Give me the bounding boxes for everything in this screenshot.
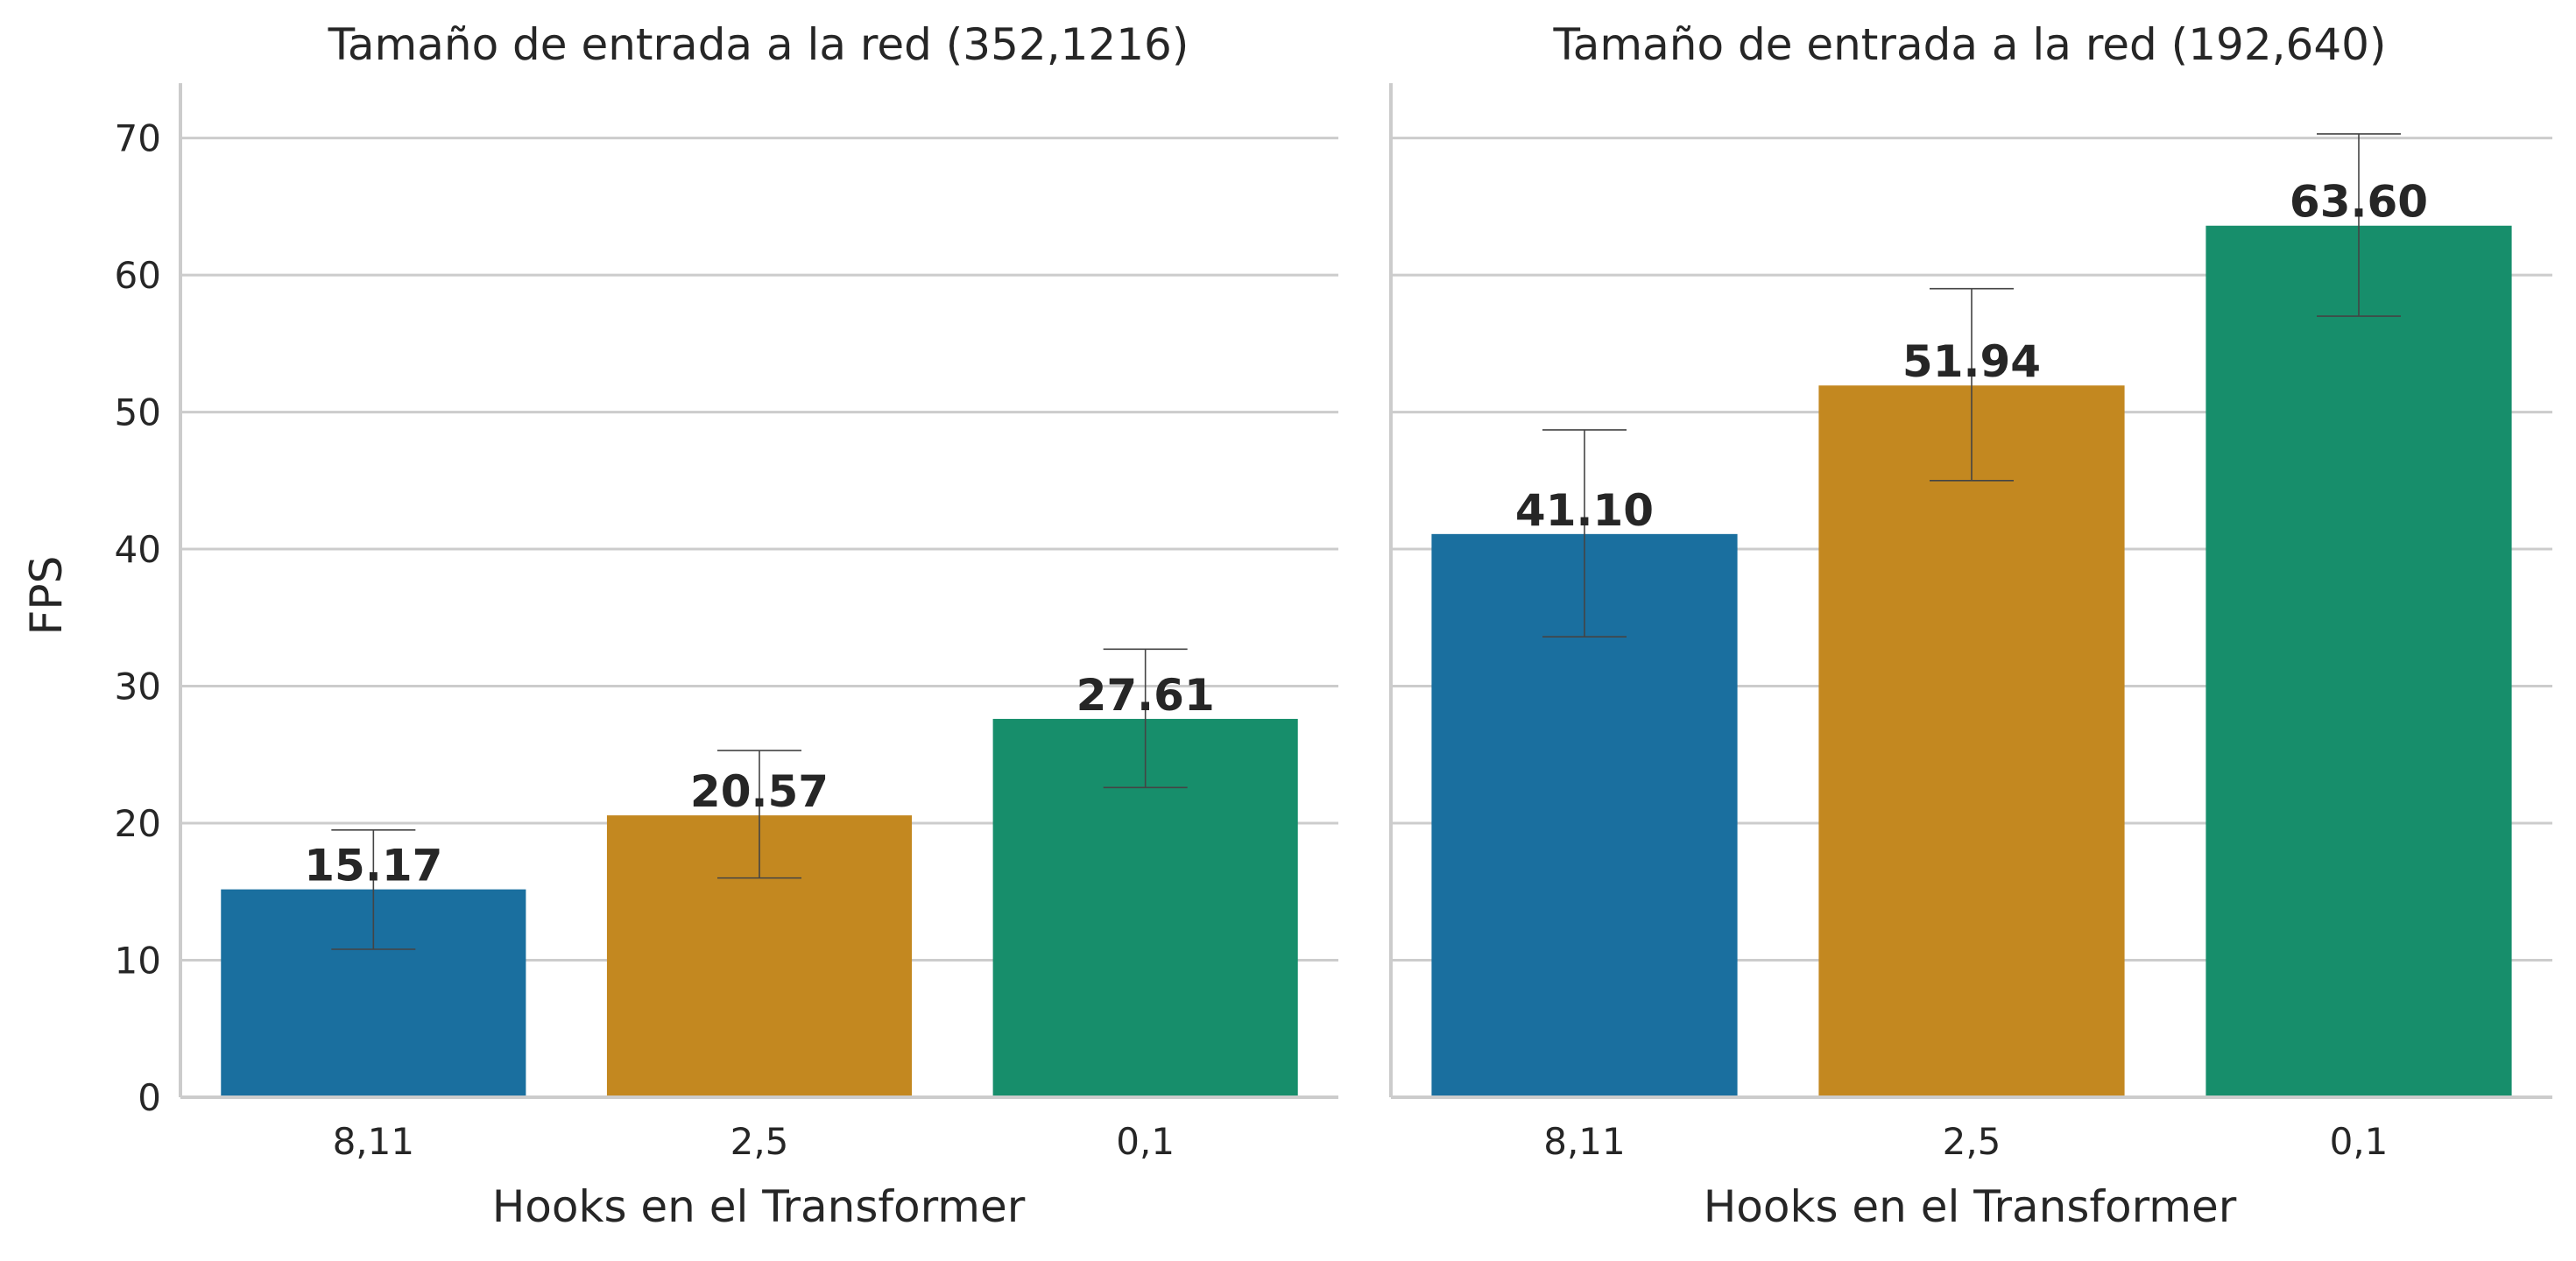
chart-panel-left: Tamaño de entrada a la red (352,1216) FP… [21,19,1338,1232]
x-tick-label: 2,5 [730,1120,789,1163]
tick-labels: 0 10 20 30 40 50 60 70 8,11 2,5 0,1 [115,117,1175,1163]
y-tick-label: 0 [138,1076,161,1119]
y-tick-label: 30 [115,666,161,708]
x-tick-label: 2,5 [1943,1120,2001,1163]
error-bars [331,648,1188,950]
x-tick-label: 0,1 [1116,1120,1175,1163]
chart-title: Tamaño de entrada a la red (352,1216) [328,19,1189,70]
y-axis-label: FPS [21,556,72,636]
data-labels: 15.17 20.57 27.61 [304,670,1214,891]
data-label: 41.10 [1515,485,1654,536]
data-label: 63.60 [2290,177,2428,228]
error-bars [1542,133,2401,638]
data-label: 15.17 [304,841,442,891]
tick-labels: 8,11 2,5 0,1 [1543,1120,2388,1163]
chart-title: Tamaño de entrada a la red (192,640) [1553,19,2387,70]
chart-panel-right: Tamaño de entrada a la red (192,640) Hoo… [1389,19,2552,1232]
y-tick-label: 60 [115,254,161,297]
y-tick-label: 50 [115,391,161,434]
x-axis-label: Hooks en el Transformer [492,1181,1026,1232]
bar [1818,385,2125,1097]
y-tick-label: 40 [115,528,161,571]
data-labels: 41.10 51.94 63.60 [1515,177,2428,536]
x-tick-label: 8,11 [333,1120,415,1163]
x-tick-label: 8,11 [1543,1120,1626,1163]
x-tick-label: 0,1 [2330,1120,2389,1163]
bar [2205,225,2512,1097]
grid-lines [180,137,1338,962]
y-tick-label: 70 [115,117,161,160]
y-tick-label: 10 [115,940,161,983]
data-label: 27.61 [1076,670,1215,721]
y-tick-label: 20 [115,802,161,845]
x-axis-label: Hooks en el Transformer [1704,1181,2237,1232]
data-label: 20.57 [690,766,829,817]
data-label: 51.94 [1902,336,2041,387]
